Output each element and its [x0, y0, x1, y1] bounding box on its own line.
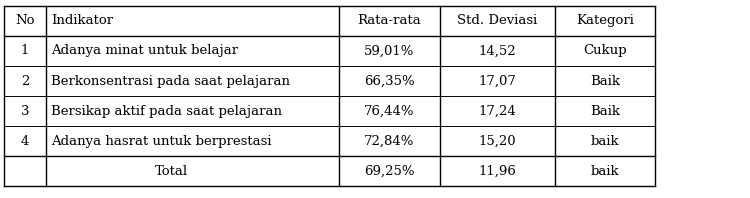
Text: Adanya minat untuk belajar: Adanya minat untuk belajar [51, 45, 238, 57]
Text: 14,52: 14,52 [478, 45, 516, 57]
Text: Total: Total [155, 165, 188, 178]
Text: Bersikap aktif pada saat pelajaran: Bersikap aktif pada saat pelajaran [51, 105, 282, 118]
Text: Berkonsentrasi pada saat pelajaran: Berkonsentrasi pada saat pelajaran [51, 74, 290, 88]
Text: Baik: Baik [590, 74, 620, 88]
Text: 17,07: 17,07 [478, 74, 516, 88]
Text: 15,20: 15,20 [478, 135, 516, 148]
Text: 4: 4 [21, 135, 29, 148]
Text: 11,96: 11,96 [478, 165, 516, 178]
Text: 76,44%: 76,44% [364, 105, 415, 118]
Text: Indikator: Indikator [51, 14, 113, 28]
Text: 69,25%: 69,25% [364, 165, 415, 178]
Text: Baik: Baik [590, 105, 620, 118]
Text: Std. Deviasi: Std. Deviasi [457, 14, 537, 28]
Text: 59,01%: 59,01% [364, 45, 415, 57]
Text: Adanya hasrat untuk berprestasi: Adanya hasrat untuk berprestasi [51, 135, 272, 148]
Text: 3: 3 [21, 105, 29, 118]
Text: Rata-rata: Rata-rata [358, 14, 422, 28]
Text: Kategori: Kategori [576, 14, 634, 28]
Text: 66,35%: 66,35% [364, 74, 415, 88]
Text: No: No [15, 14, 34, 28]
Text: baik: baik [590, 165, 619, 178]
Text: Cukup: Cukup [583, 45, 626, 57]
Text: 1: 1 [21, 45, 29, 57]
Text: 2: 2 [21, 74, 29, 88]
Text: 72,84%: 72,84% [364, 135, 415, 148]
Text: baik: baik [590, 135, 619, 148]
Text: 17,24: 17,24 [478, 105, 516, 118]
